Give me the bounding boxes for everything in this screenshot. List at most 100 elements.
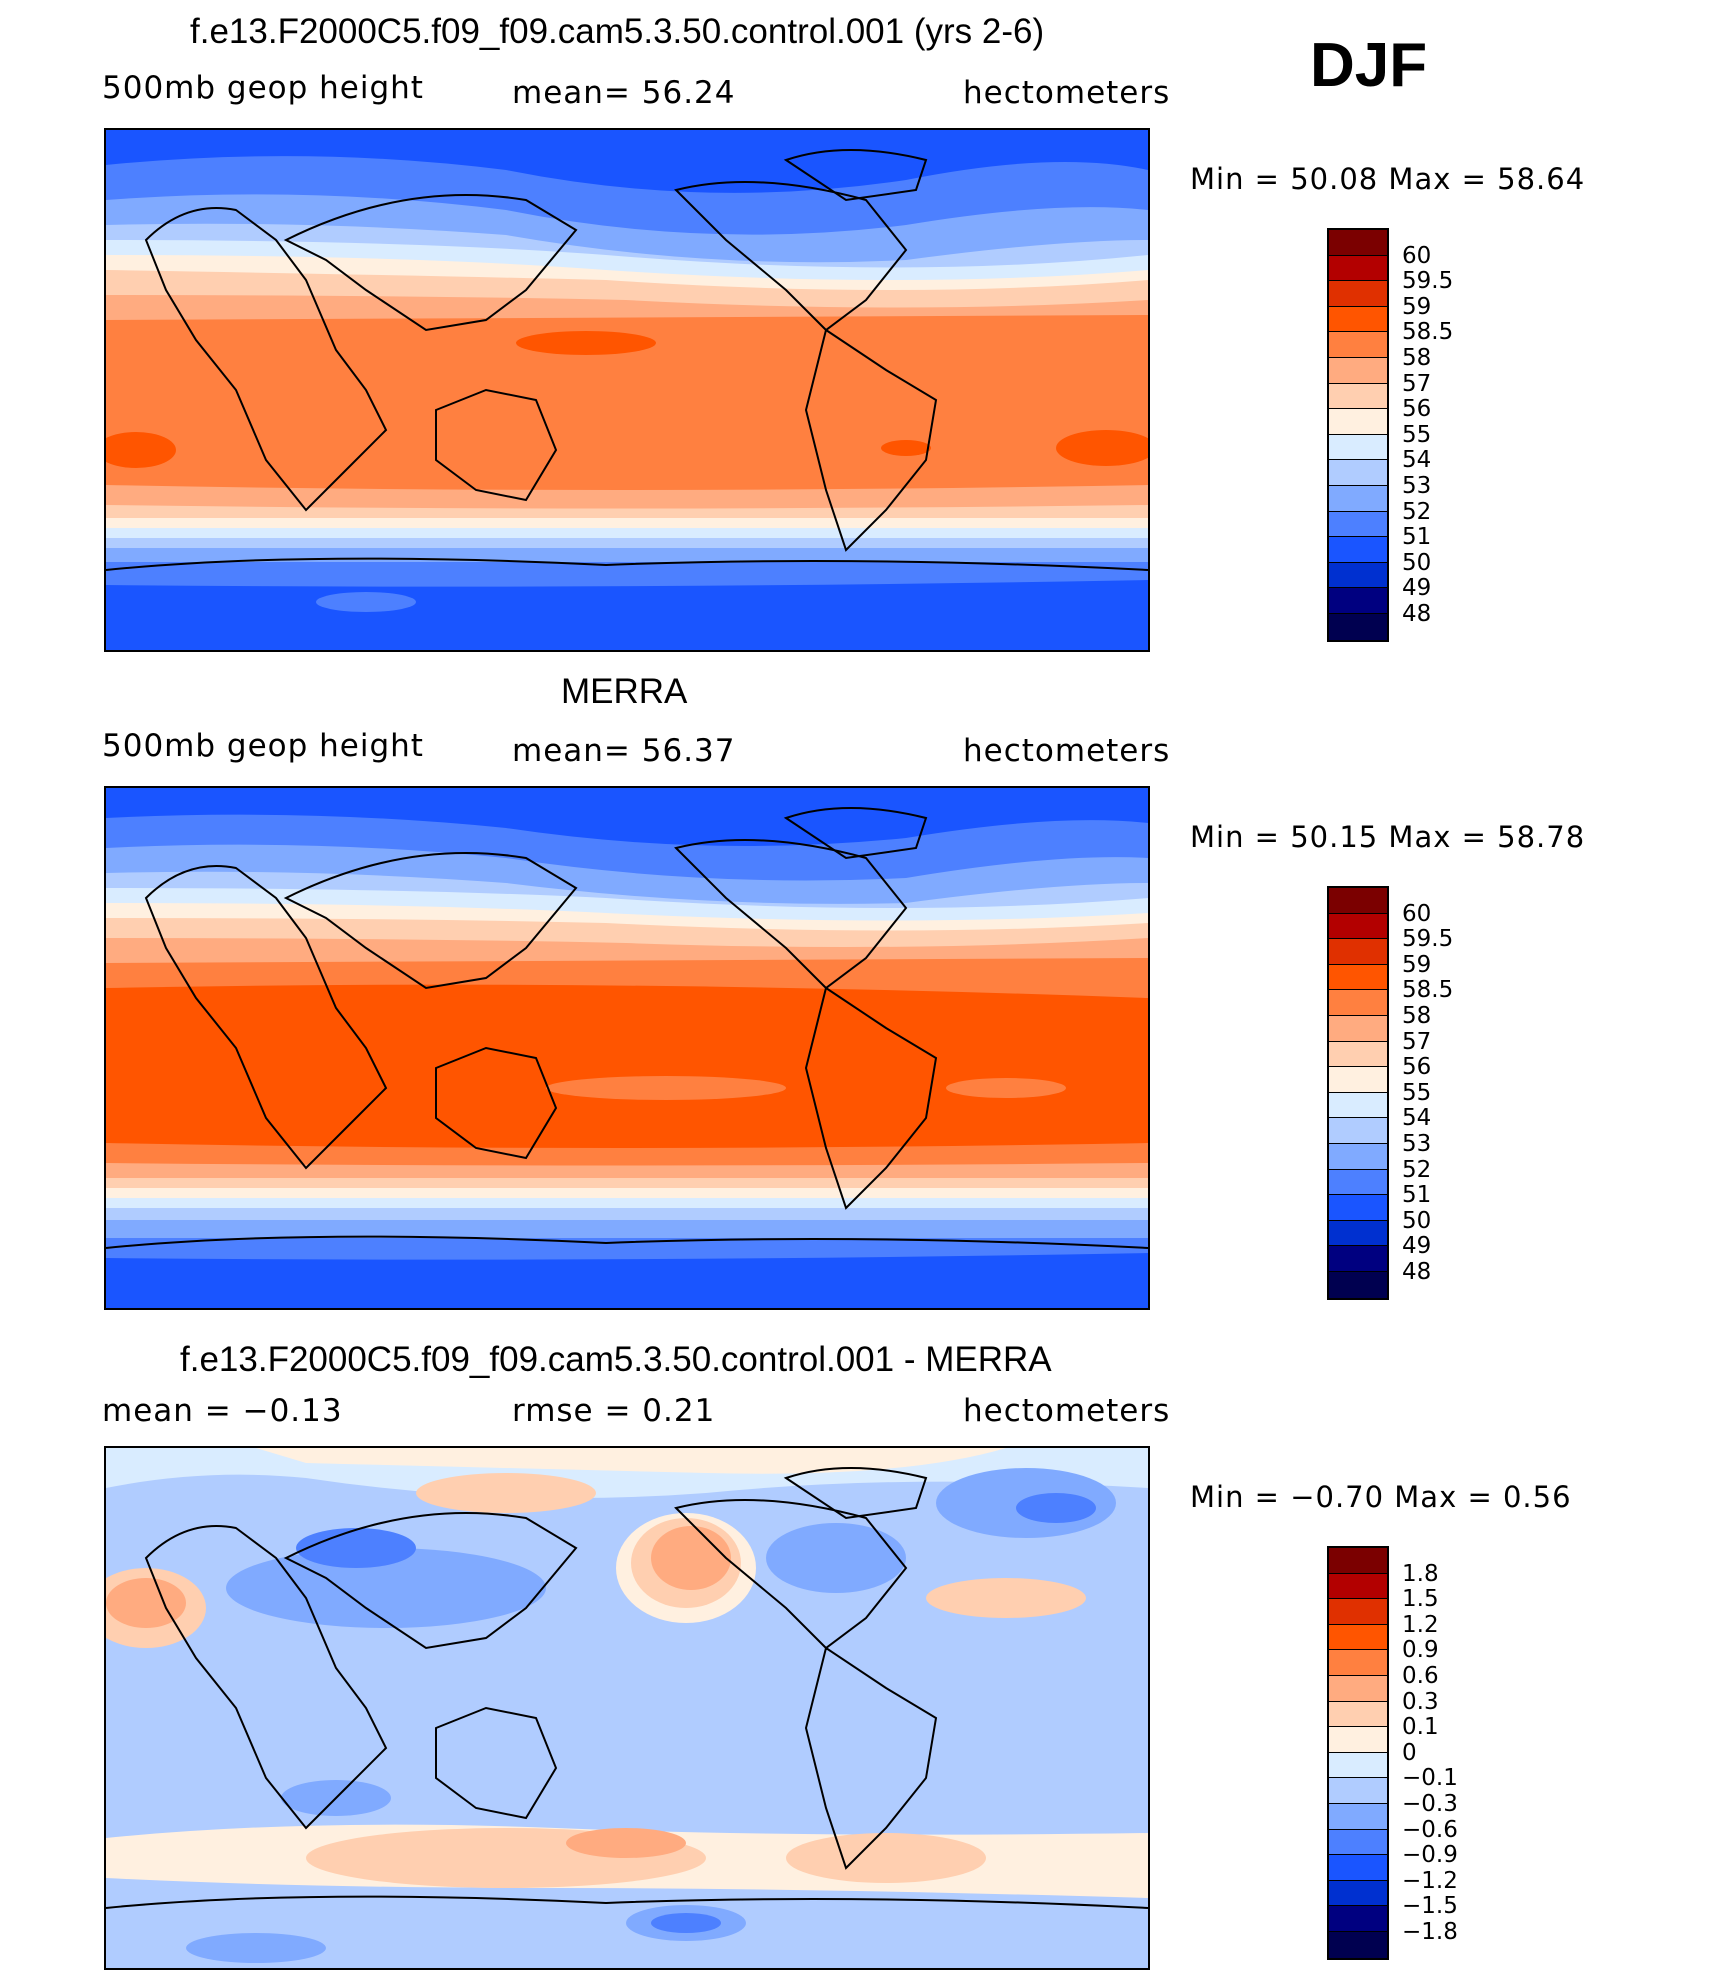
colorbar-swatch xyxy=(1329,1548,1387,1574)
colorbar-label: 49 xyxy=(1402,1233,1432,1260)
colorbar-label: −0.9 xyxy=(1402,1842,1458,1869)
colorbar-swatch xyxy=(1329,1675,1387,1702)
colorbar-swatch xyxy=(1329,1015,1387,1042)
colorbar-swatch xyxy=(1329,1624,1387,1651)
colorbar-label: 59.5 xyxy=(1402,926,1454,953)
colorbar-label: 1.8 xyxy=(1402,1560,1439,1587)
colorbar-label: 54 xyxy=(1402,1105,1432,1132)
colorbar-swatch xyxy=(1329,1041,1387,1068)
colorbar-swatch xyxy=(1329,1599,1387,1625)
colorbar-label: 58 xyxy=(1402,345,1432,371)
panel-1-colorbar xyxy=(1327,228,1389,642)
colorbar-swatch xyxy=(1329,990,1387,1016)
colorbar-swatch xyxy=(1329,1220,1387,1247)
colorbar-label: −0.6 xyxy=(1402,1816,1458,1843)
panel-1-variable-label: 500mb geop height xyxy=(102,70,424,106)
colorbar-swatch xyxy=(1329,1829,1387,1856)
panel-3-mean-label: mean = −0.13 xyxy=(102,1393,343,1429)
colorbar-label: 58.5 xyxy=(1402,319,1454,346)
colorbar-swatch xyxy=(1329,511,1387,538)
panel-2-mean-label: mean= 56.37 xyxy=(512,733,736,769)
colorbar-label: 58 xyxy=(1402,1003,1432,1029)
colorbar-swatch xyxy=(1329,332,1387,358)
colorbar-swatch xyxy=(1329,383,1387,410)
colorbar-swatch xyxy=(1329,1880,1387,1907)
colorbar-swatch xyxy=(1329,964,1387,991)
colorbar-swatch xyxy=(1329,562,1387,589)
colorbar-label: 59 xyxy=(1402,951,1432,978)
panel-2-variable-label: 500mb geop height xyxy=(102,728,424,764)
colorbar-swatch xyxy=(1329,434,1387,461)
colorbar-label: 58.5 xyxy=(1402,977,1454,1004)
colorbar-label: 55 xyxy=(1402,1079,1432,1106)
colorbar-label: 0.6 xyxy=(1402,1663,1439,1689)
colorbar-swatch xyxy=(1329,1701,1387,1728)
colorbar-swatch xyxy=(1329,537,1387,563)
colorbar-swatch xyxy=(1329,1143,1387,1170)
colorbar-swatch xyxy=(1329,613,1387,640)
colorbar-swatch xyxy=(1329,1092,1387,1119)
colorbar-swatch xyxy=(1329,460,1387,486)
colorbar-swatch xyxy=(1329,306,1387,333)
panel-1-mean-label: mean= 56.24 xyxy=(512,75,736,111)
colorbar-label: 57 xyxy=(1402,370,1432,397)
panel-2-units-label: hectometers xyxy=(963,733,1171,769)
colorbar-label: 48 xyxy=(1402,601,1432,627)
panel-3-units-label: hectometers xyxy=(963,1393,1171,1429)
panel-2-map xyxy=(104,786,1150,1310)
colorbar-label: 60 xyxy=(1402,242,1432,269)
colorbar-label: 54 xyxy=(1402,447,1432,474)
colorbar-swatch xyxy=(1329,1931,1387,1958)
colorbar-label: 0.9 xyxy=(1402,1637,1439,1664)
panel-2-title: MERRA xyxy=(561,672,688,711)
panel-1-map xyxy=(104,128,1150,652)
colorbar-label: −1.8 xyxy=(1402,1919,1458,1945)
colorbar-label: 50 xyxy=(1402,549,1432,576)
colorbar-swatch xyxy=(1329,1067,1387,1093)
colorbar-label: −1.2 xyxy=(1402,1867,1458,1894)
panel-1-minmax: Min = 50.08 Max = 58.64 xyxy=(1190,162,1586,196)
colorbar-label: 1.2 xyxy=(1402,1611,1439,1638)
colorbar-swatch xyxy=(1329,1169,1387,1196)
colorbar-swatch xyxy=(1329,1246,1387,1272)
colorbar-label: 0.3 xyxy=(1402,1688,1439,1715)
colorbar-label: 55 xyxy=(1402,421,1432,448)
colorbar-swatch xyxy=(1329,913,1387,940)
colorbar-label: 59.5 xyxy=(1402,268,1454,295)
colorbar-swatch xyxy=(1329,1727,1387,1753)
colorbar-swatch xyxy=(1329,1752,1387,1779)
colorbar-label: −1.5 xyxy=(1402,1893,1458,1920)
colorbar-swatch xyxy=(1329,357,1387,384)
colorbar-label: 50 xyxy=(1402,1207,1432,1234)
colorbar-label: 48 xyxy=(1402,1259,1432,1285)
colorbar-label: 53 xyxy=(1402,1131,1432,1157)
colorbar-swatch xyxy=(1329,1906,1387,1932)
colorbar-swatch xyxy=(1329,255,1387,282)
colorbar-swatch xyxy=(1329,1650,1387,1676)
colorbar-swatch xyxy=(1329,1803,1387,1830)
colorbar-label: 52 xyxy=(1402,498,1432,525)
colorbar-swatch xyxy=(1329,409,1387,435)
colorbar-label: 56 xyxy=(1402,1054,1432,1081)
panel-2-colorbar xyxy=(1327,886,1389,1300)
colorbar-swatch xyxy=(1329,230,1387,256)
colorbar-label: 0.1 xyxy=(1402,1714,1439,1741)
panel-3-title: f.e13.F2000C5.f09_f09.cam5.3.50.control.… xyxy=(180,1340,1052,1379)
colorbar-swatch xyxy=(1329,888,1387,914)
colorbar-label: 51 xyxy=(1402,524,1432,551)
panel-3-minmax: Min = −0.70 Max = 0.56 xyxy=(1190,1480,1572,1514)
colorbar-swatch xyxy=(1329,1573,1387,1600)
colorbar-swatch xyxy=(1329,1855,1387,1881)
colorbar-swatch xyxy=(1329,1778,1387,1804)
panel-1-units-label: hectometers xyxy=(963,75,1171,111)
colorbar-swatch xyxy=(1329,1195,1387,1221)
colorbar-swatch xyxy=(1329,939,1387,965)
panel-3-colorbar xyxy=(1327,1546,1389,1960)
colorbar-label: 57 xyxy=(1402,1028,1432,1055)
colorbar-label: 53 xyxy=(1402,473,1432,499)
colorbar-label: 52 xyxy=(1402,1156,1432,1183)
colorbar-label: 51 xyxy=(1402,1182,1432,1209)
colorbar-label: −0.3 xyxy=(1402,1791,1458,1817)
colorbar-swatch xyxy=(1329,485,1387,512)
colorbar-label: 60 xyxy=(1402,900,1432,927)
